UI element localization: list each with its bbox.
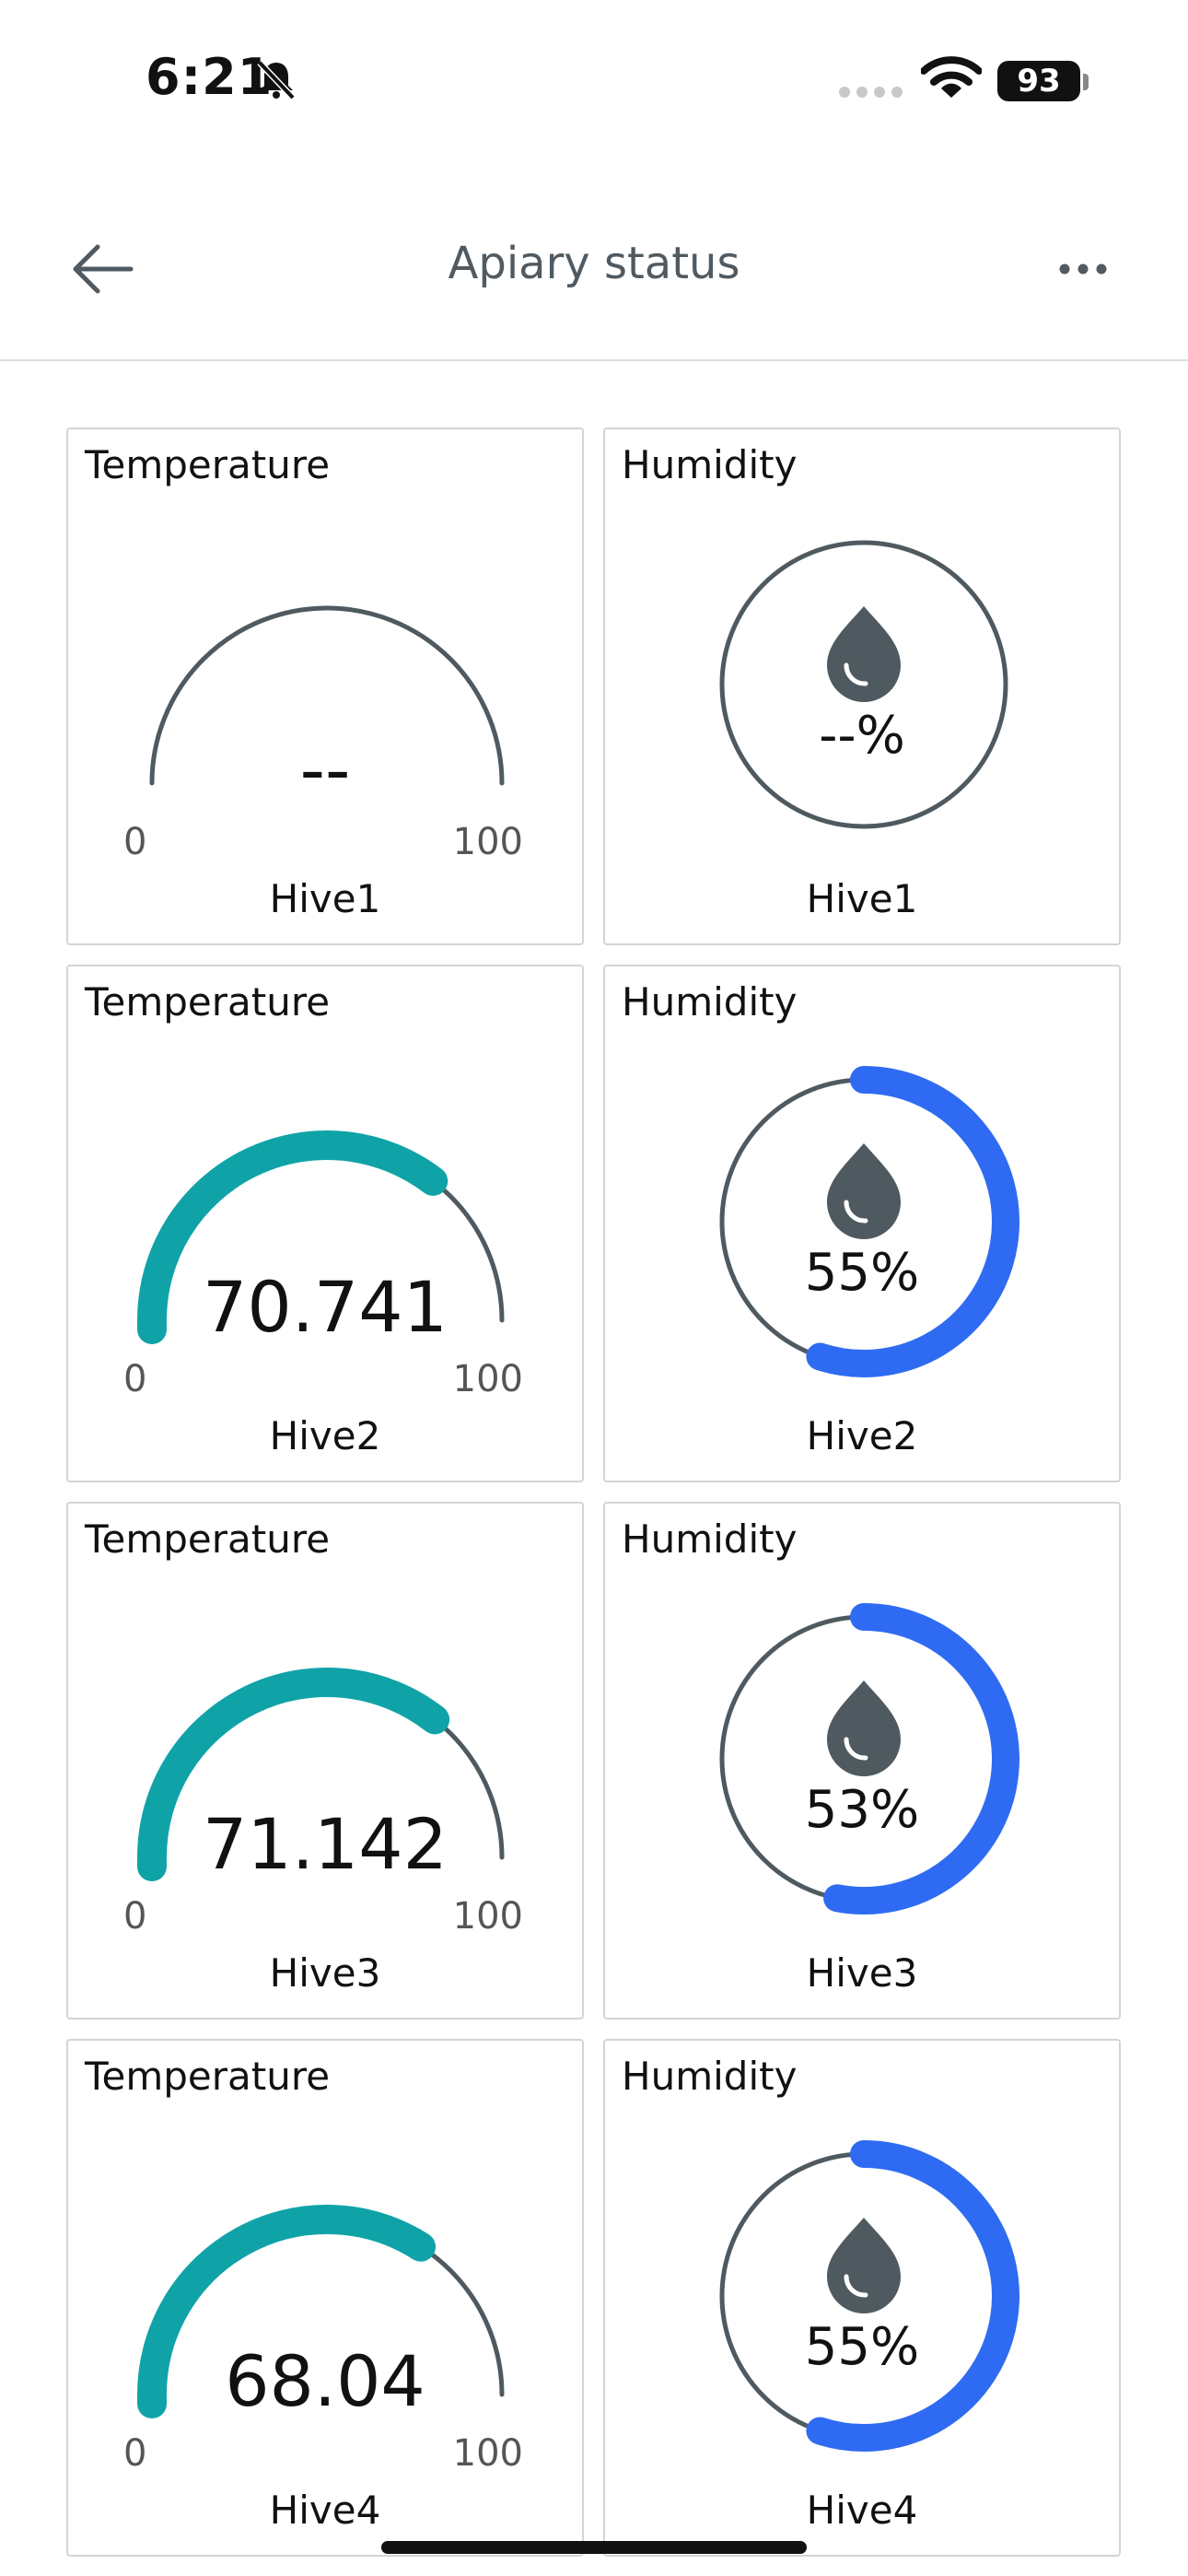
- widget-title: Temperature: [85, 1516, 331, 1562]
- widget-title: Humidity: [622, 442, 798, 487]
- humidity-ring: [719, 540, 1008, 829]
- battery-tip: [1083, 74, 1089, 90]
- humidity-ring: [719, 1603, 1019, 1914]
- hive-label: Hive4: [269, 2488, 381, 2533]
- app-bar: Apiary status: [0, 184, 1188, 361]
- more-options-icon[interactable]: [1050, 232, 1124, 306]
- hive-label: Hive4: [806, 2488, 918, 2533]
- gauge-fill: [137, 1130, 448, 1344]
- battery-indicator: 93: [997, 61, 1080, 101]
- humidity-widget[interactable]: Humidity 53% Hive3: [603, 1502, 1121, 2020]
- widget-title: Temperature: [85, 979, 331, 1025]
- status-time: 6:21: [146, 48, 274, 106]
- humidity-ring: [719, 1066, 1019, 1377]
- ring-fill: [806, 1066, 1019, 1377]
- gauge-fill: [137, 2205, 437, 2418]
- gauge-fill: [137, 1668, 450, 1881]
- gauge-min-label: 0: [123, 821, 147, 863]
- temperature-value: 68.04: [225, 2340, 425, 2422]
- bell-slash-icon: [257, 60, 296, 100]
- temperature-widget[interactable]: Temperature 68.04 0 100 Hive4: [66, 2039, 584, 2557]
- temperature-value: 71.142: [203, 1803, 448, 1885]
- humidity-value: 55%: [804, 2317, 920, 2377]
- gauge-max-label: 100: [452, 821, 523, 863]
- widget-title: Humidity: [622, 979, 798, 1025]
- humidity-value: --%: [819, 706, 905, 766]
- gauge-max-label: 100: [452, 1358, 523, 1400]
- gauge-min-label: 0: [123, 1895, 147, 1938]
- water-drop-icon: [827, 1680, 901, 1776]
- water-drop-icon: [827, 606, 901, 702]
- water-drop-icon: [827, 2218, 901, 2313]
- gauge-min-label: 0: [123, 1358, 147, 1400]
- gauge-min-label: 0: [123, 2432, 147, 2475]
- temperature-gauge: [149, 605, 505, 786]
- widget-title: Humidity: [622, 2054, 798, 2099]
- gauge-max-label: 100: [452, 2432, 523, 2475]
- back-arrow-icon[interactable]: [66, 232, 140, 306]
- humidity-value: 53%: [804, 1780, 920, 1840]
- hive-label: Hive1: [806, 876, 918, 921]
- humidity-widget[interactable]: Humidity 55% Hive2: [603, 965, 1121, 1482]
- humidity-widget[interactable]: Humidity --% Hive1: [603, 427, 1121, 945]
- temperature-widget[interactable]: Temperature -- 0 100 Hive1: [66, 427, 584, 945]
- humidity-widget[interactable]: Humidity 55% Hive4: [603, 2039, 1121, 2557]
- hive-label: Hive3: [269, 1950, 381, 1996]
- humidity-ring: [719, 2140, 1019, 2452]
- temperature-widget[interactable]: Temperature 70.741 0 100 Hive2: [66, 965, 584, 1482]
- wifi-icon: [921, 56, 982, 98]
- humidity-value: 55%: [804, 1243, 920, 1303]
- hive-label: Hive1: [269, 876, 381, 921]
- cellular-signal-icon: [839, 87, 903, 98]
- gauge-track: [149, 605, 505, 786]
- temperature-widget[interactable]: Temperature 71.142 0 100 Hive3: [66, 1502, 584, 2020]
- widget-title: Humidity: [622, 1516, 798, 1562]
- widget-title: Temperature: [85, 442, 331, 487]
- temperature-gauge: [137, 1668, 505, 1881]
- ring-fill: [806, 2140, 1019, 2452]
- status-bar: 6:21 93: [0, 0, 1188, 166]
- water-drop-icon: [827, 1143, 901, 1239]
- temperature-value: --: [299, 729, 351, 811]
- temperature-gauge: [137, 1130, 505, 1344]
- hive-label: Hive2: [806, 1413, 918, 1458]
- hive-label: Hive2: [269, 1413, 381, 1458]
- widget-title: Temperature: [85, 2054, 331, 2099]
- page-title: Apiary status: [448, 238, 740, 289]
- temperature-value: 70.741: [203, 1266, 448, 1348]
- temperature-gauge: [137, 2205, 505, 2418]
- ring-track: [719, 540, 1008, 829]
- gauge-max-label: 100: [452, 1895, 523, 1938]
- home-indicator: [381, 2541, 807, 2554]
- hive-label: Hive3: [806, 1950, 918, 1996]
- ring-fill: [823, 1603, 1019, 1914]
